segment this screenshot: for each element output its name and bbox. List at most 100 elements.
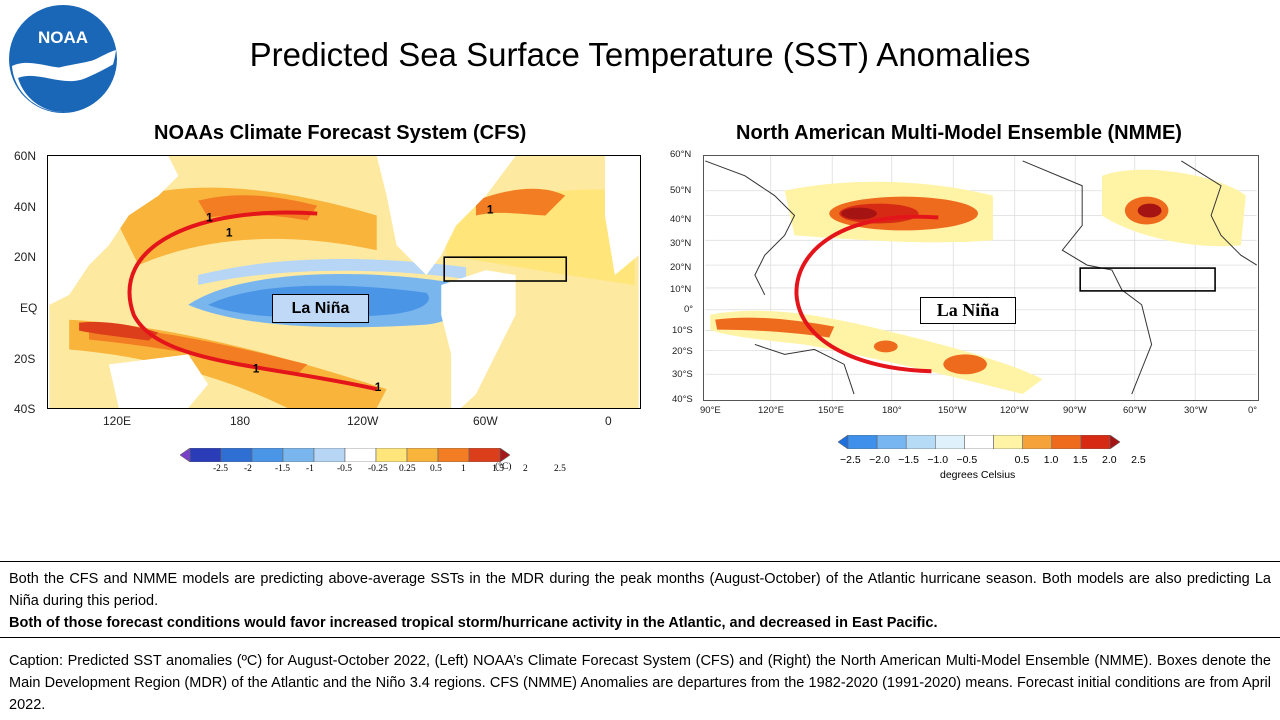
noaa-logo-icon: NOAA (9, 5, 117, 113)
colorbar-label: −1.0 (927, 454, 949, 466)
colorbar-swatch (437, 448, 470, 462)
figure-caption: Caption: Predicted SST anomalies (ºC) fo… (9, 653, 1271, 713)
colorbar-swatch (220, 448, 253, 462)
colorbar-label: 1.5 (1072, 454, 1088, 466)
nmme-lon-tick: 150°E (818, 405, 844, 416)
nmme-lat-tick: 10°S (672, 325, 693, 336)
nmme-lat-tick: 0° (684, 304, 694, 315)
colorbar-label: -0.5 (337, 464, 353, 474)
summary-text: Both the CFS and NMME models are predict… (9, 571, 1271, 609)
colorbar-swatch (180, 448, 191, 462)
nmme-mdr-box (1079, 267, 1216, 292)
colorbar-label: 1.5 (492, 464, 504, 474)
colorbar-label: −1.5 (898, 454, 919, 466)
cfs-contour-label: 1 (487, 203, 494, 217)
nmme-la-nina-label: La Niña (920, 297, 1016, 324)
colorbar-swatch (499, 448, 510, 462)
cfs-colorbar-labels: -2.5 -2 -1.5 -1 -0.5 -0.25 0.25 0.5 1 1.5 2 2.5 (180, 464, 566, 478)
nmme-lat-tick: 20°N (670, 262, 692, 273)
cfs-lon-tick: 0 (605, 414, 612, 428)
cfs-colorbar (180, 448, 510, 462)
cfs-panel-title: NOAAs Climate Forecast System (CFS) (154, 122, 527, 144)
cfs-lat-tick: 40N (14, 200, 37, 214)
colorbar-swatch (313, 448, 346, 462)
nmme-lon-tick: 30°W (1184, 405, 1208, 416)
cfs-colorbar-unit: (°C) (495, 462, 512, 472)
colorbar-swatch (1080, 435, 1111, 449)
colorbar-swatch (406, 448, 439, 462)
cfs-lon-tick: 120W (347, 414, 379, 428)
nmme-lon-tick: 120°W (1000, 405, 1029, 416)
nmme-lat-tick: 30°S (672, 369, 693, 380)
nmme-lat-tick: 30°N (670, 238, 692, 249)
colorbar-label: 2 (523, 464, 528, 474)
nmme-lon-tick: 180° (882, 405, 902, 416)
cfs-lon-tick: 60W (473, 414, 498, 428)
colorbar-swatch (993, 435, 1023, 449)
nmme-lon-tick: 120°E (758, 405, 784, 416)
colorbar-swatch (1022, 435, 1053, 449)
colorbar-label: -2 (244, 464, 252, 474)
cfs-mdr-box (443, 256, 568, 282)
nmme-lat-tick: 40°N (670, 214, 692, 225)
colorbar-swatch (375, 448, 408, 462)
nmme-lat-tick: 20°S (672, 346, 693, 357)
cfs-sst-map: 1 1 1 1 1 (47, 155, 641, 409)
colorbar-label: -1.5 (275, 464, 291, 474)
colorbar-label: -0.25 (368, 464, 388, 474)
colorbar-label: 0.25 (399, 464, 416, 474)
colorbar-swatch (905, 435, 936, 449)
summary-box: Both the CFS and NMME models are predict… (0, 561, 1280, 638)
cfs-lat-tick: 40S (14, 402, 36, 416)
colorbar-swatch (935, 435, 965, 449)
colorbar-label: 0.5 (1014, 454, 1030, 466)
colorbar-label: −2.0 (869, 454, 890, 466)
colorbar-label: -1 (306, 464, 314, 474)
nmme-colorbar-labels: −2.5 −2.0 −1.5 −1.0 −0.5 0.5 1.0 1.5 2.0 2.5 (838, 454, 1146, 468)
nmme-lat-tick: 60°N (670, 149, 692, 160)
cfs-lon-tick: 180 (230, 414, 251, 428)
colorbar-swatch (344, 448, 377, 462)
colorbar-label: −0.5 (956, 454, 978, 466)
colorbar-swatch (468, 448, 501, 462)
colorbar-swatch (282, 448, 315, 462)
colorbar-swatch (838, 435, 849, 449)
colorbar-label: -2.5 (213, 464, 229, 474)
colorbar-swatch (1109, 435, 1120, 449)
nmme-panel-title: North American Multi-Model Ensemble (NMM… (736, 122, 1182, 144)
nmme-lon-tick: 90°E (700, 405, 721, 416)
nmme-sst-map (703, 155, 1259, 401)
colorbar-label: 2.0 (1102, 454, 1117, 466)
colorbar-label: 1.0 (1043, 454, 1059, 466)
colorbar-swatch (964, 435, 994, 449)
colorbar-swatch (1051, 435, 1082, 449)
cfs-contour-label: 1 (375, 380, 382, 394)
cfs-lat-tick: 20S (14, 352, 36, 366)
colorbar-swatch (189, 448, 222, 462)
cfs-lat-tick: 60N (14, 149, 37, 163)
page-title: Predicted Sea Surface Temperature (SST) … (249, 36, 1031, 73)
colorbar-swatch (876, 435, 907, 449)
colorbar-label: 2.5 (1131, 454, 1146, 466)
nmme-lon-tick: 0° (1248, 405, 1258, 416)
cfs-la-nina-label: La Niña (272, 294, 369, 323)
cfs-contour-label: 1 (253, 361, 260, 375)
cfs-lat-tick: 20N (14, 250, 37, 264)
cfs-contour-label: 1 (226, 225, 233, 239)
nmme-colorbar-unit: degrees Celsius (940, 469, 1016, 481)
cfs-lat-tick: EQ (20, 301, 38, 315)
summary-emphasis: Both of those forecast conditions would … (9, 615, 938, 631)
colorbar-label: −2.5 (840, 454, 861, 466)
colorbar-swatch (847, 435, 878, 449)
logo-wordmark: NOAA (38, 28, 88, 47)
nmme-lat-tick: 50°N (670, 185, 692, 196)
colorbar-swatch (251, 448, 284, 462)
cfs-contour-label: 1 (206, 210, 213, 224)
nmme-lon-tick: 150°W (938, 405, 967, 416)
nmme-lat-tick: 40°S (672, 394, 693, 405)
colorbar-label: 0.5 (430, 464, 442, 474)
nmme-lon-tick: 60°W (1123, 405, 1147, 416)
cfs-lon-tick: 120E (103, 414, 132, 428)
nmme-lat-tick: 10°N (670, 284, 692, 295)
nmme-lon-tick: 90°W (1063, 405, 1087, 416)
